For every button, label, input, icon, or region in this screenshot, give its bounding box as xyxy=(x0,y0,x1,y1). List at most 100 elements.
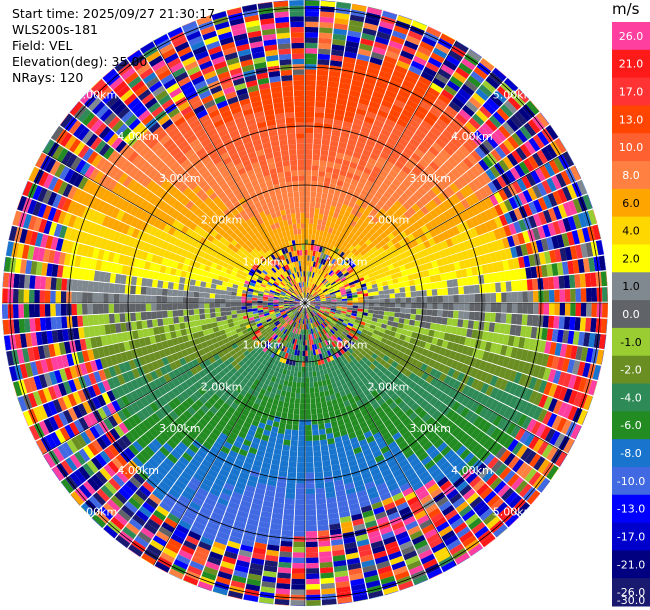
gate xyxy=(339,245,346,252)
gate xyxy=(495,313,502,323)
gate xyxy=(417,186,427,196)
gate xyxy=(387,320,394,326)
gate xyxy=(344,193,353,201)
gate xyxy=(438,331,446,340)
gate xyxy=(352,191,360,199)
gate xyxy=(312,440,320,447)
gate xyxy=(341,306,348,310)
gate xyxy=(376,282,383,288)
gate xyxy=(312,149,321,156)
gate xyxy=(376,220,384,228)
gate xyxy=(340,259,347,266)
gate xyxy=(392,261,400,269)
gate xyxy=(343,198,350,206)
gate xyxy=(375,278,382,284)
gate xyxy=(388,316,395,322)
gate xyxy=(290,589,305,596)
gate xyxy=(331,228,338,235)
gate xyxy=(453,179,464,190)
gate xyxy=(411,230,420,239)
gate xyxy=(421,36,437,47)
gate xyxy=(438,213,448,223)
gate xyxy=(310,398,316,404)
gate xyxy=(419,257,427,265)
gate xyxy=(305,212,310,219)
gate xyxy=(339,77,352,85)
gate xyxy=(353,203,361,211)
gate xyxy=(221,315,228,321)
gate xyxy=(451,278,459,287)
gate xyxy=(385,324,393,331)
gate xyxy=(552,205,563,220)
gate xyxy=(355,141,366,150)
gate xyxy=(451,152,463,164)
gate xyxy=(291,584,305,590)
gate xyxy=(408,184,418,194)
gate xyxy=(281,530,294,537)
gate xyxy=(570,345,578,360)
gate xyxy=(389,303,396,308)
gate xyxy=(316,370,321,377)
gate xyxy=(394,254,402,262)
gate xyxy=(324,260,329,267)
gate xyxy=(461,210,471,221)
gate xyxy=(307,287,310,293)
gate xyxy=(408,65,423,76)
gate xyxy=(306,276,308,282)
gate xyxy=(590,348,599,364)
gate xyxy=(384,294,390,299)
gate xyxy=(378,246,385,254)
gate xyxy=(484,312,491,322)
gate xyxy=(357,305,364,309)
gate xyxy=(351,289,357,293)
gate xyxy=(297,462,305,468)
gate xyxy=(347,268,354,274)
gate xyxy=(287,466,297,473)
gate xyxy=(405,35,421,46)
gate xyxy=(474,293,481,303)
gate xyxy=(513,221,522,234)
gate xyxy=(342,303,348,306)
gate xyxy=(351,247,358,254)
gate xyxy=(507,235,516,248)
gate xyxy=(552,220,562,235)
gate xyxy=(305,149,313,155)
gate xyxy=(294,509,305,516)
gate xyxy=(447,310,454,318)
gate xyxy=(515,88,530,104)
gate xyxy=(346,295,353,299)
gate xyxy=(372,165,382,174)
gate xyxy=(305,21,319,28)
gate xyxy=(231,314,238,319)
gate xyxy=(305,106,315,113)
gate xyxy=(464,337,472,347)
gate xyxy=(350,179,359,187)
gate xyxy=(591,303,598,318)
gate xyxy=(513,207,523,221)
gate xyxy=(340,72,353,80)
gate xyxy=(339,208,346,216)
gate xyxy=(482,80,496,94)
gate xyxy=(465,195,475,207)
gate xyxy=(380,128,392,138)
gate xyxy=(558,316,565,330)
gate xyxy=(368,228,377,236)
gate xyxy=(397,259,404,267)
gate xyxy=(437,288,443,296)
gate xyxy=(572,360,581,375)
gate xyxy=(548,383,558,398)
gate xyxy=(339,238,346,245)
gate xyxy=(508,210,518,223)
gate xyxy=(321,286,327,291)
gate xyxy=(563,275,571,289)
gate xyxy=(314,466,323,473)
gate xyxy=(315,402,322,409)
gate xyxy=(439,178,449,189)
gate xyxy=(395,297,401,303)
gate xyxy=(326,301,332,303)
gate xyxy=(378,257,386,265)
gate xyxy=(326,284,332,289)
gate xyxy=(351,312,357,317)
gate xyxy=(404,75,418,85)
gate xyxy=(347,303,353,306)
